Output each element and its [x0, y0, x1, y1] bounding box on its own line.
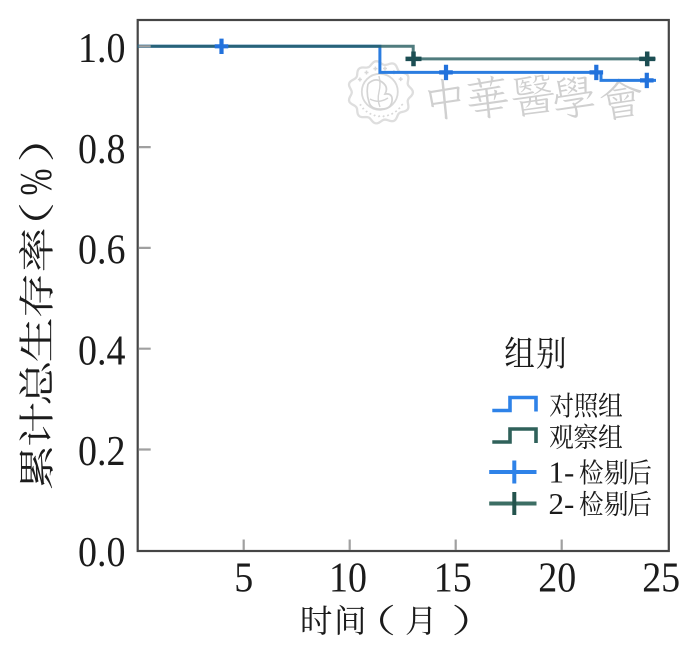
svg-text:5: 5 [234, 554, 253, 601]
svg-text:15: 15 [434, 554, 472, 601]
svg-text:%: % [12, 169, 61, 196]
svg-text:1-: 1- [549, 455, 575, 490]
svg-text:0.4: 0.4 [78, 327, 126, 374]
svg-text:0.2: 0.2 [78, 428, 125, 475]
svg-text:20: 20 [538, 554, 576, 601]
svg-text:25: 25 [642, 554, 680, 601]
svg-text:10: 10 [329, 554, 367, 601]
svg-text:1.0: 1.0 [78, 24, 125, 71]
svg-text:2-: 2- [549, 486, 575, 521]
svg-text:0.0: 0.0 [78, 528, 125, 575]
svg-text:0.6: 0.6 [78, 226, 125, 273]
svg-text:0.8: 0.8 [78, 125, 125, 172]
